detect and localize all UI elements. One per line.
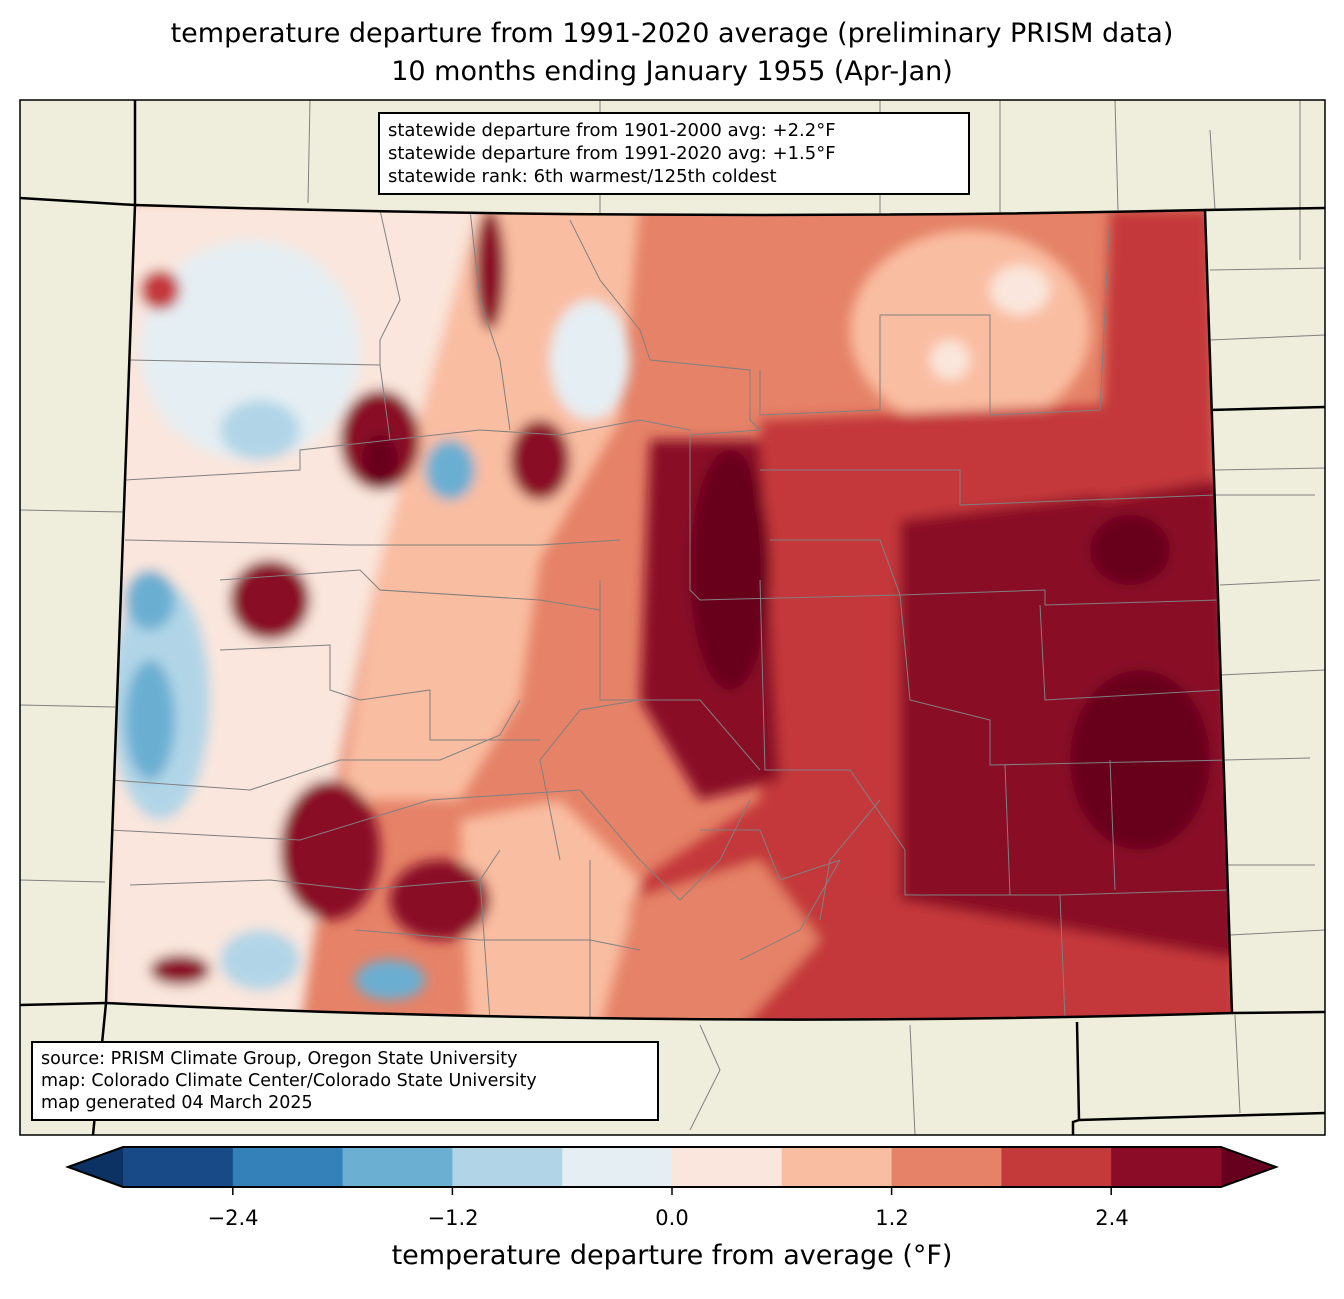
colorbar-segment <box>1001 1147 1112 1187</box>
colorbar-segment <box>123 1147 234 1187</box>
colorbar-segment <box>891 1147 1002 1187</box>
county-lines <box>109 209 1231 1020</box>
colorbar-segment <box>562 1147 673 1187</box>
colorbar-tick-label: −1.2 <box>427 1206 479 1230</box>
map-subtitle: 10 months ending January 1955 (Apr-Jan) <box>391 56 953 87</box>
colorbar-tick-label: 0.0 <box>655 1206 689 1230</box>
colorbar-label: temperature departure from average (°F) <box>391 1240 953 1271</box>
colorbar <box>65 1146 1279 1195</box>
colorbar-outline <box>65 1146 1279 1188</box>
colorbar-segment <box>232 1147 344 1187</box>
statewide-stats-box: statewide departure from 1901-2000 avg: … <box>378 112 970 195</box>
colorbar-segment <box>342 1147 453 1187</box>
generated-date-line: map generated 04 March 2025 <box>41 1093 313 1113</box>
stats-line-1901-2000: statewide departure from 1901-2000 avg: … <box>388 120 836 141</box>
colorbar-tick-label: 1.2 <box>875 1206 909 1230</box>
colorado-temperature-field <box>106 205 1232 1020</box>
stats-line-1991-2020: statewide departure from 1991-2020 avg: … <box>388 143 836 164</box>
colorbar-segment <box>781 1147 893 1187</box>
colorbar-over-extension <box>1221 1147 1276 1187</box>
colorbar-tick-label: 2.4 <box>1095 1206 1129 1230</box>
stats-line-rank: statewide rank: 6th warmest/125th coldes… <box>388 166 777 187</box>
map-title: temperature departure from 1991-2020 ave… <box>170 18 1174 49</box>
source-box: source: PRISM Climate Group, Oregon Stat… <box>31 1041 659 1121</box>
colorbar-segment <box>672 1147 783 1187</box>
source-line: source: PRISM Climate Group, Oregon Stat… <box>41 1049 518 1069</box>
colorado-border <box>104 203 1234 1021</box>
colorbar-tick-label: −2.4 <box>207 1206 259 1230</box>
map-credit-line: map: Colorado Climate Center/Colorado St… <box>41 1071 537 1091</box>
colorbar-segment <box>452 1147 563 1187</box>
colorbar-under-extension <box>68 1147 123 1187</box>
map-frame <box>19 99 1326 1136</box>
colorbar-segment <box>1111 1147 1222 1187</box>
